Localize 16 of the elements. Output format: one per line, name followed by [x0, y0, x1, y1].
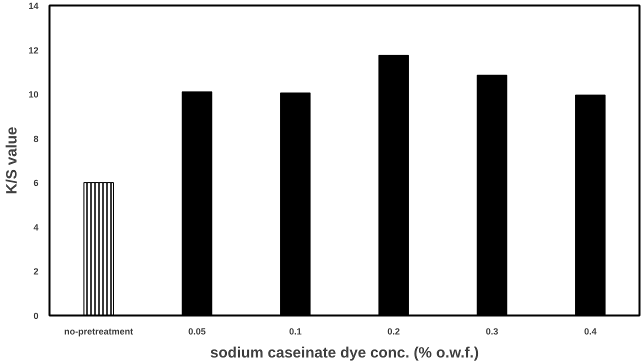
x-axis-title: sodium caseinate dye conc. (% o.w.f.) — [210, 344, 479, 362]
y-tick-label: 0 — [33, 311, 39, 321]
y-tick-label: 14 — [28, 1, 39, 11]
x-tick-label: 0.1 — [289, 326, 302, 336]
y-tick-label: 12 — [28, 45, 39, 56]
x-tick-label: 0.2 — [387, 326, 400, 336]
y-tick-label: 10 — [28, 90, 39, 100]
x-tick-label: 0.4 — [584, 326, 597, 336]
y-tick-label: 4 — [33, 222, 39, 232]
x-tick-label: 0.05 — [188, 326, 206, 336]
x-tick-label: no-pretreatment — [64, 326, 134, 336]
y-tick-label: 8 — [33, 134, 39, 144]
y-tick-label: 6 — [33, 178, 39, 188]
y-tick-label: 2 — [33, 266, 39, 277]
x-tick-label: 0.3 — [486, 326, 498, 336]
y-axis-title: K/S value — [3, 126, 20, 194]
